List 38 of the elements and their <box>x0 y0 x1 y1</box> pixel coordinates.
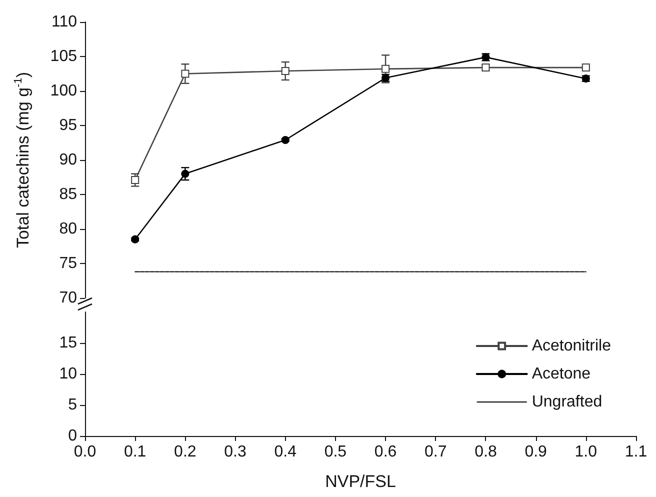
y-tick-label: 95 <box>59 117 78 134</box>
point <box>131 176 140 184</box>
x-tick-label: 0.6 <box>374 444 397 460</box>
y-tick-label: 75 <box>59 255 78 272</box>
x-axis-title: NVP/FSL <box>325 472 396 491</box>
x-tick-label: 0.5 <box>324 444 347 460</box>
y-tick-label: 90 <box>59 152 78 168</box>
y-tick-label: 15 <box>59 334 78 352</box>
point <box>181 70 190 78</box>
x-tick-label: 0.8 <box>474 444 497 460</box>
y-tick-label: 0 <box>68 428 78 444</box>
x-tick-label: 0.9 <box>524 444 548 460</box>
y-tick-label: 5 <box>68 396 78 414</box>
x-tick-label: 0.7 <box>424 444 447 460</box>
point <box>131 235 140 244</box>
legend-label: Acetone <box>532 366 591 382</box>
x-tick-label: 0.0 <box>74 444 96 460</box>
y-tick-label: 10 <box>59 366 78 382</box>
x-tick-label: 0.4 <box>274 444 297 460</box>
point <box>382 64 390 73</box>
y-tick-label: 105 <box>50 48 78 65</box>
x-tick-label: 0.2 <box>174 444 196 460</box>
y-tick-label: 110 <box>51 14 78 30</box>
y-tick-label: 70 <box>59 290 78 306</box>
point <box>181 170 190 178</box>
legend-label: Acetonitrile <box>532 338 612 354</box>
x-tick-label: 0.3 <box>224 444 246 460</box>
y-axis-title: Total catechins (mg g-1) <box>12 72 32 248</box>
legend-label: Ungrafted <box>532 394 602 410</box>
point <box>281 66 290 75</box>
x-tick-label: 1.1 <box>624 444 648 460</box>
y-tick-label: 100 <box>50 82 78 100</box>
y-tick-label: 80 <box>59 220 78 238</box>
x-tick-label: 1.0 <box>574 444 598 460</box>
point <box>281 136 290 144</box>
y-tick-label: 85 <box>59 186 78 203</box>
x-tick-label: 0.1 <box>124 444 146 460</box>
point <box>582 64 590 72</box>
